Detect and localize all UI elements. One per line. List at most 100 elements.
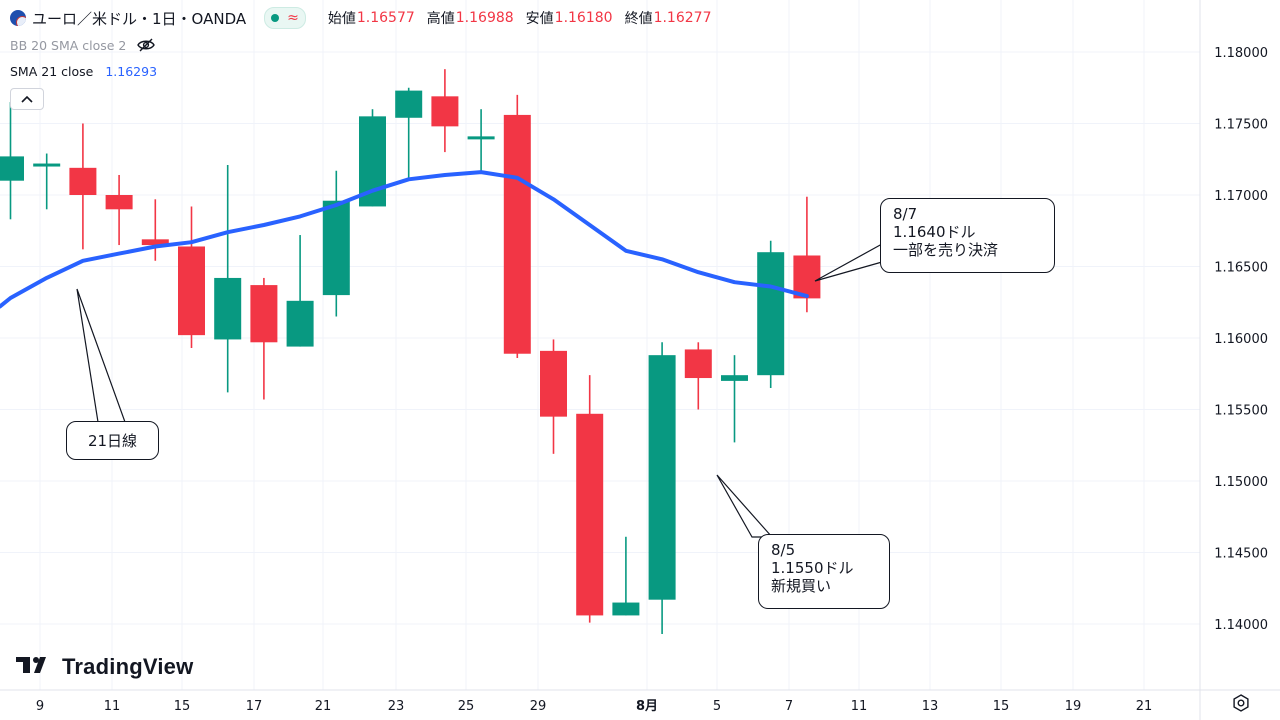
ohlc-value: 1.16577 [356,10,415,26]
collapse-legend-button[interactable] [10,88,44,110]
candle-body [467,136,495,140]
tradingview-logo[interactable]: TradingView [16,654,193,680]
candle [757,240,785,389]
ohlc-label: 高値 [426,11,455,27]
candle-body [793,255,821,299]
x-tick-label: 7 [785,699,793,714]
candle-body [503,114,531,354]
x-tick-label: 23 [388,699,405,714]
candle [250,277,278,400]
candle [395,87,423,181]
candle [105,174,133,246]
y-tick-label: 1.17000 [1214,189,1268,204]
candle-body [178,246,205,336]
sma-label: SMA 21 close [10,63,94,79]
candle [286,235,314,347]
candle [540,339,567,454]
candle-body [648,355,676,600]
bb-label: BB 20 SMA close 2 [10,37,127,53]
ohlc-values: 始値 1.16577 高値 1.16988 安値 1.16180 終値 1.16277 [324,8,720,28]
candle-body [612,602,640,616]
candle [0,102,24,220]
candle-body [757,252,785,376]
sell-action: 一部を売り決済 [893,241,999,259]
candle-body [721,375,748,381]
time-axis[interactable]: 9 11 15 17 21 23 25 29 8月 5 7 11 13 15 19 21 [36,699,1152,714]
candle [33,153,61,210]
price-axis[interactable]: 1.18000 1.17500 1.17000 1.16500 1.16000 1.155… [1214,46,1268,633]
gear-icon[interactable] [1232,694,1250,712]
buy-callout: 8/5 1.1550ドル 新規買い [758,534,890,609]
x-tick-label: 15 [993,699,1010,714]
candle-body [141,239,169,246]
y-tick-label: 1.18000 [1214,46,1268,61]
wave-icon: ≈ [287,10,299,26]
ohlc-label: 安値 [525,11,554,27]
ma-callout-text: 21日線 [87,431,138,450]
x-tick-label: 19 [1065,699,1082,714]
eur-usd-flag-icon [10,10,26,26]
ohlc-value: 1.16180 [554,10,613,26]
candle-body [576,413,604,616]
sell-price: 1.1640ドル [893,223,976,241]
ma-callout: 21日線 [66,421,159,460]
ma-callout-pointer [76,288,126,423]
candle-body [395,90,423,118]
x-tick-label: 5 [713,699,721,714]
tradingview-logo-text: TradingView [62,654,194,679]
buy-action: 新規買い [771,577,832,595]
eye-off-icon[interactable] [136,38,156,52]
bb-indicator-legend[interactable]: BB 20 SMA close 2 [10,36,156,54]
candle-body [214,277,242,340]
candles-series [0,69,821,635]
x-tick-label: 9 [36,699,44,714]
ohlc-value: 1.16988 [455,10,514,26]
candle [467,109,495,173]
chevron-up-icon [21,92,33,107]
candle [612,536,640,616]
candle-body [105,195,133,210]
x-tick-label: 11 [104,699,121,714]
y-tick-label: 1.15000 [1214,475,1268,490]
candle-body [33,163,61,167]
y-tick-label: 1.17500 [1214,118,1268,133]
x-tick-label: 17 [246,699,263,714]
x-tick-label: 29 [530,699,547,714]
buy-date: 8/5 [771,541,796,559]
candle-body [431,96,459,127]
y-tick-label: 1.15500 [1214,404,1268,419]
sell-date: 8/7 [893,205,918,223]
candle [431,69,459,153]
x-tick-label: 21 [1136,699,1153,714]
market-status-badge[interactable]: ≈ [264,7,306,29]
x-tick-label: 13 [922,699,939,714]
x-tick-label: 8月 [636,699,658,714]
ohlc-value: 1.16277 [653,10,712,26]
candle [684,342,712,410]
candle [178,206,205,349]
candle [141,199,169,261]
candle [214,164,242,393]
candle [721,355,748,443]
candle-body [69,167,97,195]
y-tick-label: 1.14000 [1214,618,1268,633]
x-tick-label: 25 [458,699,475,714]
symbol-title[interactable]: ユーロ／米ドル・1日・OANDA [32,9,247,28]
tradingview-logo-icon [16,655,54,679]
x-tick-label: 11 [851,699,868,714]
sell-callout-pointer [814,242,883,282]
ohlc-label: 終値 [624,11,653,27]
candle-body [0,156,24,181]
candle [322,170,350,317]
candle-body [540,350,567,417]
ohlc-label: 始値 [327,11,356,27]
candle-body [286,300,314,347]
sma-indicator-legend[interactable]: SMA 21 close 1.16293 [10,62,157,80]
candle-body [250,285,278,343]
y-tick-label: 1.14500 [1214,547,1268,562]
buy-callout-pointer [716,474,774,538]
candle [793,196,821,313]
candle [69,123,97,250]
